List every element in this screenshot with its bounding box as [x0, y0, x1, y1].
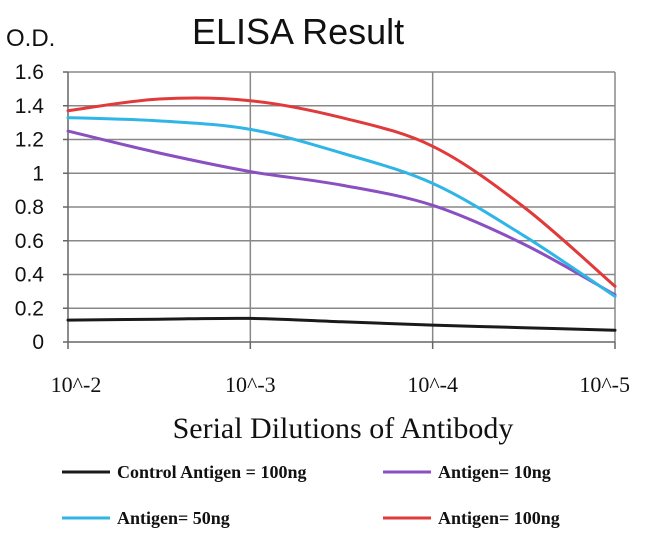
legend: Control Antigen = 100ng Antigen= 10ng Anti… [62, 462, 560, 528]
y-tick-label: 0.6 [15, 230, 44, 253]
y-tick-label: 0.8 [15, 196, 44, 219]
series-lines [66, 96, 617, 332]
series-line-1 [66, 129, 617, 297]
y-tick-label: 1 [32, 162, 44, 185]
x-axis-label: Serial Dilutions of Antibody [173, 412, 514, 445]
y-tick-label: 0 [32, 331, 44, 354]
chart-title: ELISA Result [192, 11, 404, 52]
legend-label: Control Antigen = 100ng [117, 462, 306, 482]
y-axis-label: O.D. [6, 25, 55, 52]
x-tick-label: 10^-2 [51, 372, 102, 397]
x-tick-label: 10^-5 [579, 372, 630, 397]
grid [68, 71, 616, 342]
y-tick-labels: 0 0.2 0.4 0.6 0.8 1 1.2 1.4 1.6 [15, 61, 45, 354]
y-tick-label: 0.4 [15, 264, 45, 287]
series-line-3 [66, 96, 617, 288]
x-tick-label: 10^-3 [225, 372, 276, 397]
y-tick-label: 1.4 [15, 95, 45, 118]
y-tick-label: 1.2 [15, 129, 44, 152]
series-line-0 [66, 316, 617, 332]
axes [63, 71, 616, 349]
legend-label: Antigen= 50ng [117, 508, 230, 528]
series-line-2 [66, 116, 617, 298]
legend-label: Antigen= 100ng [438, 508, 560, 528]
x-tick-label: 10^-4 [407, 372, 458, 397]
x-tick-labels: 10^-2 10^-3 10^-4 10^-5 [51, 372, 630, 397]
y-tick-label: 1.6 [15, 61, 44, 84]
legend-label: Antigen= 10ng [438, 462, 551, 482]
y-tick-label: 0.2 [15, 297, 44, 320]
